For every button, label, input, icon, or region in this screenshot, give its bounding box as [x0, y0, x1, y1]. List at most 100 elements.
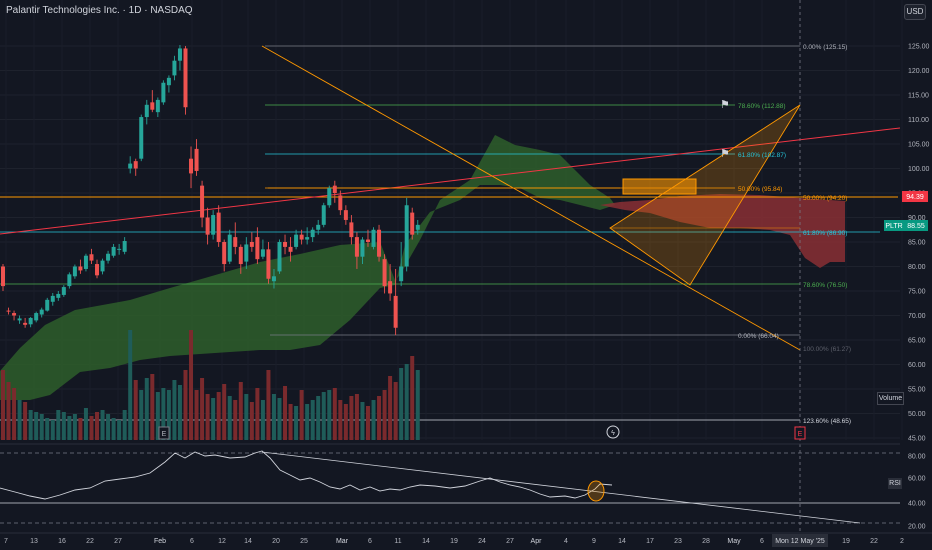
crosshair-date-tag: Mon 12 May '25	[772, 534, 828, 547]
time-tick-label: 6	[190, 538, 194, 545]
candle-body	[288, 246, 293, 252]
rsi-pane[interactable]: 80.00 60.00 40.00 20.00	[0, 443, 926, 531]
volume-bar	[83, 408, 88, 440]
volume-label[interactable]: Volume	[877, 392, 904, 405]
price-tick-label: 50.00	[908, 411, 926, 418]
volume-bar	[327, 390, 332, 440]
candle-body	[17, 318, 22, 321]
svg-text:E: E	[162, 431, 167, 438]
price-axis[interactable]: 125.00120.00115.00110.00105.00100.0095.0…	[908, 44, 930, 443]
volume-bar	[28, 410, 33, 440]
candle-body	[106, 253, 111, 261]
candle-body	[354, 237, 359, 257]
time-tick-label: May	[727, 538, 741, 545]
candle-body	[183, 48, 188, 108]
volume-bar	[177, 385, 182, 440]
volume-bar	[382, 390, 387, 440]
price-tick-label: 75.00	[908, 289, 926, 296]
volume-bar	[271, 394, 276, 440]
fib-label: 100.00% (61.27)	[803, 346, 851, 353]
volume-bar	[50, 420, 55, 440]
earnings-marker[interactable]: E	[158, 426, 170, 440]
price-tick-label: 65.00	[908, 338, 926, 345]
volume-bar	[211, 398, 216, 440]
candle-body	[23, 322, 28, 325]
price-tick-label: 70.00	[908, 313, 926, 320]
volume-bar	[321, 392, 326, 440]
candle-body	[166, 77, 171, 86]
candle-body	[194, 148, 199, 171]
volume-bar	[166, 390, 171, 440]
volume-bar	[61, 412, 66, 440]
volume-bar	[194, 390, 199, 440]
svg-text:88.55: 88.55	[907, 223, 925, 230]
volume-bar	[56, 410, 61, 440]
fib-label: 78.60% (76.50)	[803, 282, 847, 289]
candle-body	[216, 212, 221, 242]
volume-bar	[388, 376, 393, 440]
price-tick-label: 45.00	[908, 436, 926, 443]
candle-body	[78, 266, 83, 271]
candle-body	[377, 229, 382, 257]
time-tick-label: 27	[114, 538, 122, 545]
candle-body	[61, 287, 66, 295]
volume-bar	[216, 392, 221, 440]
volume-bar	[305, 404, 310, 440]
chart-title: Palantir Technologies Inc. · 1D · NASDAQ	[6, 5, 193, 16]
ichimoku-cloud	[0, 135, 845, 400]
candle-body	[150, 102, 155, 110]
volume-bar	[45, 418, 50, 440]
lightning-icon[interactable]: ϟ	[606, 425, 620, 439]
price-tick-label: 105.00	[908, 142, 930, 149]
candle-body	[305, 237, 310, 240]
candle-body	[327, 188, 332, 206]
svg-text:94.39: 94.39	[906, 194, 924, 201]
volume-bar	[365, 406, 370, 440]
earnings-marker[interactable]: E	[794, 426, 806, 440]
volume-bar	[343, 404, 348, 440]
rsi-tick-label: 40.00	[908, 501, 926, 508]
volume-bars	[1, 330, 420, 440]
fib-label: 61.80% (86.90)	[803, 230, 847, 237]
volume-bar	[377, 396, 382, 440]
rsi-line	[0, 450, 613, 500]
price-tick-label: 110.00	[908, 117, 929, 124]
candle-body	[244, 244, 249, 262]
volume-bar	[349, 396, 354, 440]
time-axis[interactable]: 7 13 16 22 27 Feb 6 12 14 20 25 Mar 6 11 14 19 24 27 Apr 4 9…	[4, 538, 904, 545]
candle-body	[144, 104, 149, 118]
volume-bar	[23, 402, 28, 440]
candle-body	[95, 264, 100, 276]
time-tick-label: 14	[422, 538, 430, 545]
candle-body	[6, 310, 11, 312]
candle-body	[139, 117, 144, 159]
candle-body	[200, 185, 205, 218]
time-tick-label: 24	[478, 538, 486, 545]
volume-bar	[238, 382, 243, 440]
rsi-label[interactable]: RSI	[888, 478, 902, 489]
time-tick-label: 14	[244, 538, 252, 545]
volume-bar	[117, 420, 122, 440]
volume-bar	[283, 386, 288, 440]
time-tick-label: 12	[218, 538, 226, 545]
flag-icon: ⚑	[720, 148, 730, 160]
volume-bar	[249, 402, 254, 440]
candle-body	[271, 276, 276, 282]
candles	[1, 45, 420, 336]
symbol-price-tag: PLTR 88.55	[884, 220, 928, 231]
volume-bar	[155, 392, 160, 440]
price-tick-label: 80.00	[908, 264, 926, 271]
candle-body	[189, 158, 194, 174]
candle-body	[399, 266, 404, 282]
volume-bar	[183, 370, 188, 440]
candle-body	[133, 161, 138, 169]
currency-button[interactable]: USD	[904, 4, 926, 20]
time-tick-label: 6	[760, 538, 764, 545]
candle-body	[365, 239, 370, 242]
candle-body	[249, 242, 254, 247]
candle-body	[211, 215, 216, 235]
candle-body	[233, 237, 238, 247]
svg-text:Mon 12 May '25: Mon 12 May '25	[775, 538, 825, 545]
volume-bar	[106, 414, 111, 440]
